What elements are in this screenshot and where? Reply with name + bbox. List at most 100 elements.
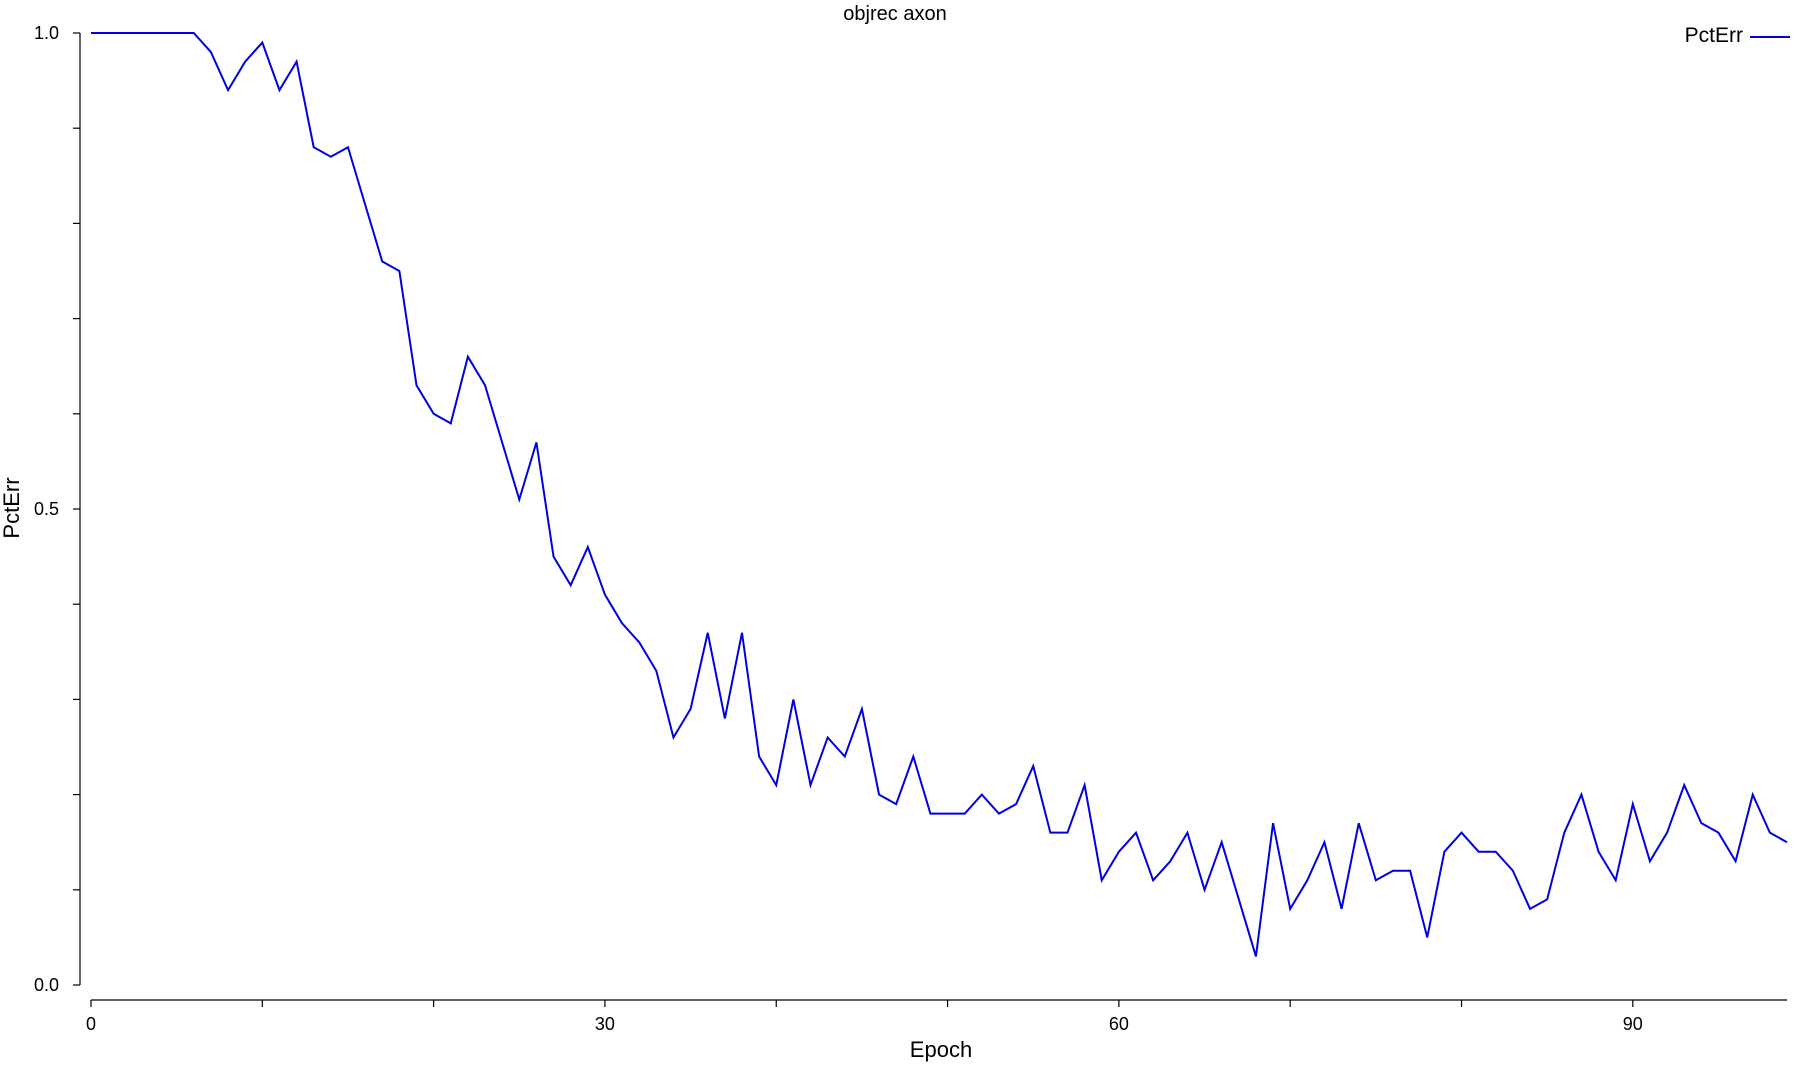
data-point bbox=[1203, 888, 1207, 892]
data-point bbox=[620, 621, 624, 625]
data-point bbox=[380, 259, 384, 263]
data-point bbox=[312, 145, 316, 149]
data-point bbox=[980, 793, 984, 797]
data-point bbox=[671, 735, 675, 739]
data-points-layer bbox=[89, 31, 1789, 958]
data-point bbox=[1408, 869, 1412, 873]
data-point bbox=[706, 631, 710, 635]
data-point bbox=[346, 145, 350, 149]
y-tick-label: 0.5 bbox=[34, 499, 59, 519]
x-tick-label: 0 bbox=[86, 1014, 96, 1034]
data-point bbox=[414, 383, 418, 387]
data-point bbox=[1751, 793, 1755, 797]
data-point bbox=[1716, 831, 1720, 835]
data-point bbox=[1477, 850, 1481, 854]
data-point bbox=[277, 88, 281, 92]
data-point bbox=[603, 593, 607, 597]
data-point bbox=[226, 88, 230, 92]
legend: PctErr bbox=[1685, 24, 1790, 47]
data-point bbox=[946, 812, 950, 816]
data-point bbox=[1048, 831, 1052, 835]
data-point bbox=[1734, 859, 1738, 863]
data-point bbox=[1083, 783, 1087, 787]
data-point bbox=[329, 155, 333, 159]
data-point bbox=[209, 50, 213, 54]
data-point bbox=[106, 31, 110, 35]
data-point bbox=[1528, 907, 1532, 911]
data-point bbox=[997, 812, 1001, 816]
data-point bbox=[1562, 831, 1566, 835]
data-point bbox=[534, 440, 538, 444]
data-point bbox=[1340, 907, 1344, 911]
data-point bbox=[1134, 831, 1138, 835]
data-point bbox=[843, 755, 847, 759]
data-point bbox=[1271, 821, 1275, 825]
data-point bbox=[860, 707, 864, 711]
data-point bbox=[757, 755, 761, 759]
data-point bbox=[243, 60, 247, 64]
data-point bbox=[466, 355, 470, 359]
data-point bbox=[500, 440, 504, 444]
legend-label-pcterr: PctErr bbox=[1685, 24, 1743, 47]
y-tick-label: 1.0 bbox=[34, 23, 59, 43]
data-point bbox=[1425, 935, 1429, 939]
data-point bbox=[877, 793, 881, 797]
data-point bbox=[192, 31, 196, 35]
data-point bbox=[1031, 764, 1035, 768]
data-point bbox=[569, 583, 573, 587]
data-point bbox=[809, 783, 813, 787]
data-point bbox=[723, 716, 727, 720]
data-point bbox=[894, 802, 898, 806]
data-point bbox=[1220, 840, 1224, 844]
data-point bbox=[791, 697, 795, 701]
data-point bbox=[928, 812, 932, 816]
data-point bbox=[1014, 802, 1018, 806]
data-point bbox=[1357, 821, 1361, 825]
data-point bbox=[260, 41, 264, 45]
data-point bbox=[175, 31, 179, 35]
data-point bbox=[158, 31, 162, 35]
data-point bbox=[637, 640, 641, 644]
data-point bbox=[654, 669, 658, 673]
data-point bbox=[89, 31, 93, 35]
data-point bbox=[1511, 869, 1515, 873]
y-axis-title: PctErr bbox=[0, 477, 24, 538]
x-axis-ticks: 0 30 60 90 bbox=[86, 1000, 1643, 1034]
data-point bbox=[1065, 831, 1069, 835]
chart-title: objrec axon bbox=[843, 3, 946, 25]
data-point bbox=[963, 812, 967, 816]
y-axis-ticks: 0.0 0.5 1.0 bbox=[34, 23, 80, 995]
data-point bbox=[1185, 831, 1189, 835]
data-point bbox=[1237, 897, 1241, 901]
data-point bbox=[1391, 869, 1395, 873]
data-point bbox=[1305, 878, 1309, 882]
data-point bbox=[1442, 850, 1446, 854]
data-point bbox=[911, 755, 915, 759]
data-point bbox=[1460, 831, 1464, 835]
data-point bbox=[1494, 850, 1498, 854]
series-layer bbox=[91, 32, 1788, 957]
y-tick-label: 0.0 bbox=[34, 975, 59, 995]
series-line-pcterr bbox=[91, 32, 1788, 957]
data-point bbox=[1631, 802, 1635, 806]
data-point bbox=[1374, 878, 1378, 882]
data-point bbox=[1322, 840, 1326, 844]
data-point bbox=[689, 707, 693, 711]
data-point bbox=[1648, 859, 1652, 863]
data-point bbox=[826, 735, 830, 739]
data-point bbox=[1117, 850, 1121, 854]
data-point bbox=[1665, 831, 1669, 835]
x-tick-label: 90 bbox=[1623, 1014, 1643, 1034]
data-point bbox=[1168, 859, 1172, 863]
data-point bbox=[517, 497, 521, 501]
data-point bbox=[483, 383, 487, 387]
data-point bbox=[1579, 793, 1583, 797]
data-point bbox=[1682, 783, 1686, 787]
x-axis-title: Epoch bbox=[910, 1037, 972, 1062]
data-point bbox=[1699, 821, 1703, 825]
data-point bbox=[397, 269, 401, 273]
data-point bbox=[1785, 840, 1789, 844]
data-point bbox=[740, 631, 744, 635]
data-point bbox=[774, 783, 778, 787]
data-point bbox=[1545, 897, 1549, 901]
